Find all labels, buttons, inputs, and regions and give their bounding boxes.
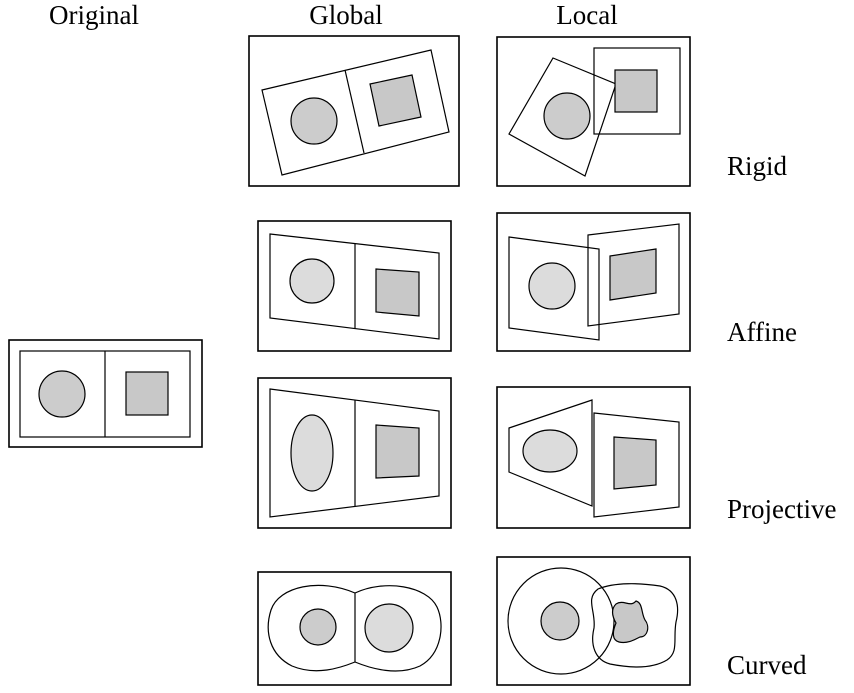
row-label-projective: Projective	[727, 494, 836, 524]
image-outline-left	[508, 399, 593, 507]
image-outline	[267, 584, 442, 672]
image-outline	[269, 233, 440, 340]
circle-shape	[290, 97, 338, 145]
panel-local-rigid	[496, 36, 691, 187]
row-label-affine: Affine	[727, 317, 797, 347]
circle-shape	[38, 370, 86, 418]
image-outline-rotated	[508, 57, 617, 177]
square-shape	[614, 69, 658, 113]
column-label-original: Original	[49, 0, 139, 30]
row-label-curved: Curved	[727, 650, 807, 680]
square-shape	[369, 74, 422, 127]
panel-global-projective	[257, 377, 452, 529]
panel-global-curved	[257, 571, 452, 686]
image-outline-right	[587, 223, 680, 327]
image-outline-square-region	[593, 47, 681, 135]
square-shape-deformed	[612, 600, 649, 644]
square-shape	[375, 268, 420, 317]
circle-shape	[540, 601, 580, 641]
circle-shape	[543, 92, 591, 140]
square-shape	[609, 248, 657, 301]
image-outline	[269, 388, 440, 518]
panel-local-curved	[496, 556, 691, 686]
image-outline-left	[508, 236, 600, 341]
ellipse-shape	[522, 429, 578, 473]
panel-local-projective	[496, 386, 691, 529]
image-outline	[261, 49, 450, 176]
panel-original	[8, 339, 203, 448]
panel-global-affine	[257, 220, 452, 352]
image-outline-right	[593, 412, 680, 518]
square-shape	[125, 371, 169, 416]
circle-shape	[289, 258, 335, 304]
image-outline-warped	[590, 583, 679, 668]
square-shape	[613, 436, 657, 490]
circle-shape	[299, 608, 337, 646]
panel-local-affine	[496, 212, 691, 352]
divider-line	[344, 69, 365, 154]
image-outline-circular	[507, 567, 615, 675]
panel-global-rigid	[248, 35, 460, 187]
ellipse-shape	[290, 414, 334, 492]
row-label-rigid: Rigid	[727, 151, 788, 181]
square-shape	[375, 424, 420, 479]
circle-shape-enlarged	[364, 603, 414, 653]
circle-shape	[528, 262, 576, 310]
column-label-local: Local	[556, 0, 617, 30]
column-label-global: Global	[309, 0, 383, 30]
